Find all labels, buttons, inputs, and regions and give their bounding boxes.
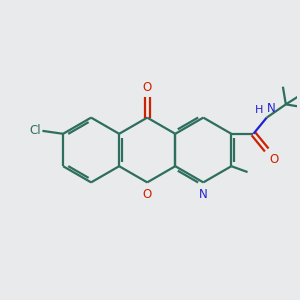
Text: O: O	[142, 188, 152, 201]
Text: O: O	[142, 81, 152, 94]
Text: N: N	[267, 102, 275, 115]
Text: H: H	[255, 105, 263, 115]
Text: Cl: Cl	[29, 124, 41, 137]
Text: O: O	[270, 153, 279, 166]
Text: N: N	[199, 188, 208, 201]
